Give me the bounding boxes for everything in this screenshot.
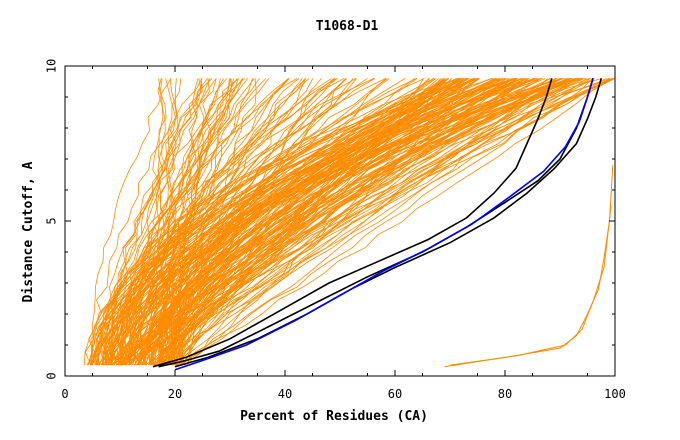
model-curve <box>105 78 217 366</box>
model-curve <box>117 78 468 366</box>
x-tick-label: 100 <box>604 387 626 401</box>
model-curve <box>158 78 468 366</box>
model-curve <box>84 78 260 366</box>
model-curve <box>169 78 616 366</box>
model-curve <box>176 78 572 366</box>
model-curve <box>183 78 587 366</box>
model-curve <box>148 78 479 366</box>
y-axis-label: Distance Cutoff, A <box>21 161 36 302</box>
model-curve <box>124 78 564 366</box>
model-curve <box>95 78 504 366</box>
outlier-model-curve <box>444 165 614 368</box>
model-curve <box>178 78 582 366</box>
model-curve <box>160 78 561 366</box>
x-tick-label: 80 <box>498 387 512 401</box>
model-curve <box>118 78 479 366</box>
series-line <box>152 78 553 368</box>
model-curve <box>160 78 445 366</box>
model-curve <box>144 78 496 366</box>
x-tick-label: 20 <box>168 387 182 401</box>
model-curve <box>121 78 519 366</box>
background-model-curves <box>83 78 616 368</box>
model-curve <box>133 78 510 366</box>
model-curve <box>182 78 568 366</box>
model-curve <box>179 78 593 366</box>
model-curve <box>154 78 480 366</box>
series-line <box>174 78 594 371</box>
model-curve <box>117 78 497 366</box>
model-curve <box>177 78 615 366</box>
model-curve <box>108 78 468 366</box>
model-curve <box>184 78 466 366</box>
model-curve <box>128 78 182 366</box>
model-curve <box>110 78 474 366</box>
model-curve <box>138 78 470 366</box>
y-tick-label: 0 <box>45 372 59 379</box>
x-axis-label: Percent of Residues (CA) <box>240 409 428 424</box>
model-curve <box>180 78 613 366</box>
model-curve <box>163 78 586 366</box>
x-axis-ticks: 0 20 40 60 80 100 <box>61 66 626 401</box>
model-curve <box>109 78 232 366</box>
model-curve <box>124 78 513 366</box>
model-curve <box>142 78 578 366</box>
model-curve <box>182 78 480 366</box>
model-curve <box>110 78 479 366</box>
y-tick-label: 10 <box>45 59 59 73</box>
model-curve <box>119 78 338 366</box>
y-tick-label: 5 <box>45 217 59 224</box>
model-curve <box>97 78 579 366</box>
x-tick-label: 40 <box>278 387 292 401</box>
model-curve <box>100 78 579 366</box>
chart-title: T1068-D1 <box>316 19 379 34</box>
model-curve <box>91 78 172 366</box>
y-axis-ticks: 0 5 10 <box>45 59 615 380</box>
model-curve <box>95 78 515 366</box>
outlier-model-curve <box>449 205 612 366</box>
model-curve <box>181 78 443 366</box>
model-curve <box>167 78 557 366</box>
model-curve <box>120 78 500 366</box>
model-curve <box>106 78 386 366</box>
model-curve <box>103 78 603 366</box>
model-curve <box>110 78 374 366</box>
model-curve <box>96 78 459 366</box>
model-curve <box>92 78 475 366</box>
highlighted-series <box>152 78 603 371</box>
x-tick-label: 60 <box>388 387 402 401</box>
model-curve <box>111 78 446 366</box>
x-tick-label: 0 <box>61 387 68 401</box>
model-curve <box>94 78 460 366</box>
model-curve <box>175 78 449 366</box>
model-curve <box>97 78 475 366</box>
model-curve <box>89 78 573 366</box>
model-curve <box>139 78 568 366</box>
